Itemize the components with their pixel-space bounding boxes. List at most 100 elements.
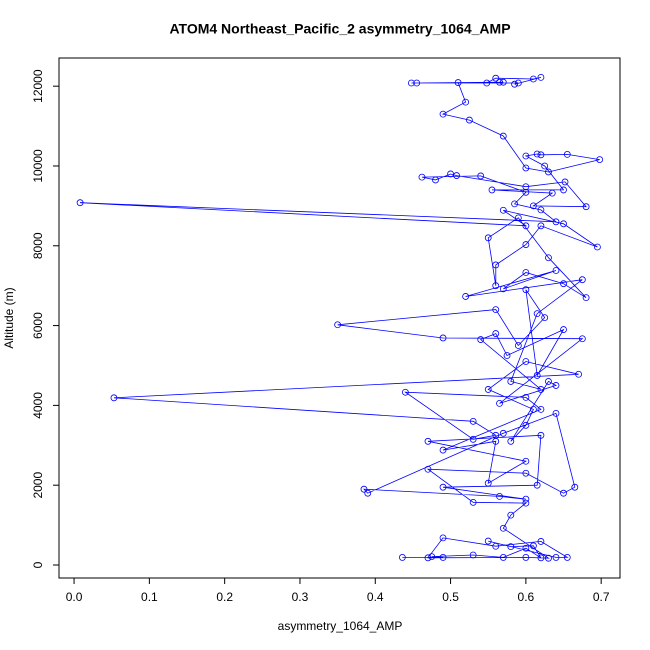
data-point (578, 335, 586, 343)
data-point (537, 538, 545, 545)
data-point (522, 222, 530, 230)
data-point (360, 485, 368, 493)
data-point (492, 542, 500, 550)
data-point (477, 336, 485, 343)
x-tick-label: 0.1 (141, 590, 158, 604)
data-point (575, 370, 582, 378)
data-point (492, 261, 500, 269)
data-point (418, 173, 426, 181)
y-tick-label: 6000 (31, 312, 45, 339)
data-point (503, 352, 511, 359)
data-point (514, 214, 522, 222)
data-point (483, 79, 491, 87)
data-point (439, 446, 447, 454)
data-point (522, 286, 530, 294)
y-tick-label: 2000 (31, 472, 45, 499)
data-point (582, 203, 590, 211)
x-tick-label: 0.0 (66, 590, 83, 604)
x-tick-label: 0.4 (367, 590, 384, 604)
data-point (548, 189, 556, 197)
data-point (439, 554, 447, 561)
y-tick-label: 12000 (31, 69, 45, 103)
data-point (424, 465, 432, 473)
data-point (596, 156, 604, 163)
x-axis-label: asymmetry_1064_AMP (278, 619, 403, 633)
data-point (469, 551, 477, 559)
data-point (454, 79, 462, 86)
data-point (492, 431, 500, 439)
data-point (537, 206, 545, 214)
data-point (492, 330, 500, 337)
data-point (560, 220, 567, 228)
data-point (560, 280, 567, 288)
data-point (522, 164, 530, 172)
data-point (499, 524, 507, 532)
data-point (537, 73, 545, 81)
data-point (560, 326, 567, 333)
data-point (522, 544, 530, 552)
data-point (507, 543, 515, 551)
data-point (424, 554, 432, 562)
series-line (80, 77, 600, 559)
data-point (484, 479, 492, 487)
data-point (522, 241, 530, 248)
chart-title: ATOM4 Northeast_Pacific_2 asymmetry_1064… (169, 21, 510, 37)
data-point (364, 489, 372, 497)
data-point (507, 511, 515, 519)
data-point (552, 409, 560, 417)
data-point (401, 388, 409, 396)
data-point (514, 342, 522, 349)
data-point (469, 435, 477, 443)
data-point (522, 421, 530, 429)
data-point (110, 394, 118, 402)
data-point (552, 267, 560, 274)
data-point (563, 554, 571, 561)
data-point (469, 417, 477, 425)
data-point (560, 186, 567, 194)
data-point (522, 152, 530, 160)
data-point (530, 405, 537, 413)
data-point (533, 481, 541, 489)
data-point (76, 199, 84, 207)
data-point (541, 162, 549, 170)
data-point (477, 172, 485, 180)
data-point (522, 495, 530, 503)
data-point (439, 334, 447, 342)
data-point (511, 80, 518, 88)
data-point (541, 314, 549, 322)
data-point (465, 116, 473, 124)
data-point (545, 168, 552, 176)
data-point (530, 202, 537, 210)
data-point (537, 554, 545, 562)
data-point (413, 79, 421, 87)
data-point (469, 498, 477, 506)
data-point (499, 285, 507, 293)
data-point (533, 150, 541, 158)
data-point (533, 310, 541, 318)
y-tick-label: 0 (31, 561, 45, 568)
data-point (496, 78, 503, 86)
data-point (507, 378, 515, 385)
data-point (492, 306, 500, 314)
data-point (522, 188, 530, 196)
y-tick-label: 8000 (31, 232, 45, 259)
data-point (499, 429, 507, 437)
data-point (552, 218, 560, 226)
data-point (492, 74, 500, 82)
data-point (537, 222, 545, 230)
data-point (496, 399, 503, 407)
data-point (533, 372, 541, 379)
plot-frame (58, 57, 621, 579)
data-point (545, 554, 552, 562)
data-point (522, 457, 530, 465)
data-point (514, 79, 522, 87)
data-point (499, 554, 507, 561)
data-point (582, 294, 590, 302)
data-point (594, 243, 601, 251)
y-axis-label: Altitude (m) (2, 287, 16, 348)
data-point (552, 382, 560, 389)
data-point (439, 110, 447, 118)
data-point (522, 358, 530, 365)
x-tick-label: 0.3 (292, 590, 309, 604)
